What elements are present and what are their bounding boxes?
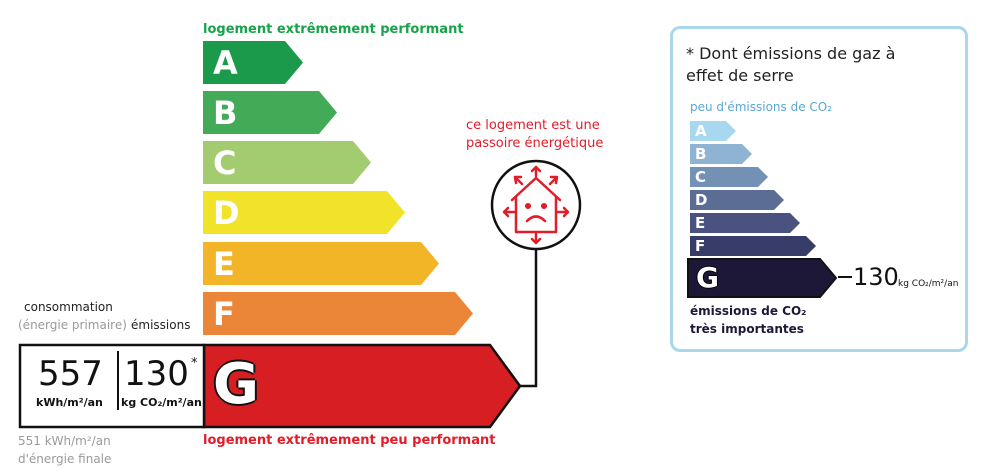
ges-class-e-bar: E xyxy=(690,213,800,233)
ges-value: 130 xyxy=(853,263,899,291)
ges-class-f-bar: F xyxy=(690,236,816,256)
ges-class-d-letter: D xyxy=(695,191,708,209)
ges-note-line1: * Dont émissions de gaz à xyxy=(686,44,896,63)
ges-class-b-bar: B xyxy=(690,144,752,164)
dpe-class-a-letter: A xyxy=(213,44,238,82)
consumption-value: 557 xyxy=(38,354,103,394)
ges-class-f-letter: F xyxy=(695,237,706,255)
dpe-class-f-letter: F xyxy=(213,295,235,333)
consumption-label: consommation xyxy=(24,300,113,314)
ges-class-g-graphic xyxy=(687,258,838,298)
dpe-class-g-letter: G xyxy=(213,352,259,417)
dpe-class-d-letter: D xyxy=(213,194,240,232)
ges-class-g-letter: G xyxy=(696,261,719,294)
passoire-line2: passoire énergétique xyxy=(466,136,604,151)
ges-note-line2: effet de serre xyxy=(686,66,794,85)
dpe-class-f-bar: F xyxy=(203,292,473,335)
passoire-line1: ce logement est une xyxy=(466,118,600,133)
ges-class-c-letter: C xyxy=(695,168,707,186)
dpe-class-c-letter: C xyxy=(213,144,237,182)
ges-top-label: peu d'émissions de CO₂ xyxy=(690,100,833,114)
dpe-class-a-bar: A xyxy=(203,41,303,84)
dpe-value-box xyxy=(18,343,206,429)
dpe-bottom-label: logement extrêmement peu performant xyxy=(203,433,496,448)
consumption-unit: kWh/m²/an xyxy=(36,396,103,409)
ges-panel xyxy=(670,26,968,352)
emissions-star: * xyxy=(191,356,198,371)
ges-value-dash xyxy=(838,276,852,278)
passoire-circle xyxy=(490,159,582,251)
ges-class-b-letter: B xyxy=(695,145,707,163)
consumption-sub-label: (énergie primaire) xyxy=(18,318,127,332)
dpe-class-e-letter: E xyxy=(213,245,235,283)
dpe-class-b-bar: B xyxy=(203,91,337,134)
dpe-class-d-bar: D xyxy=(203,191,405,234)
emissions-label: émissions xyxy=(131,318,191,332)
ges-unit: kg CO₂/m²/an xyxy=(898,279,959,289)
leaky-house-icon xyxy=(502,165,570,245)
ges-class-a-bar: A xyxy=(690,121,736,141)
ges-class-a-letter: A xyxy=(695,122,707,140)
final-energy-line2: d'énergie finale xyxy=(18,452,112,466)
ges-bottom-label-line1: émissions de CO₂ xyxy=(690,304,807,318)
ges-class-c-bar: C xyxy=(690,167,768,187)
ges-class-d-bar: D xyxy=(690,190,784,210)
dpe-top-label: logement extrêmement performant xyxy=(203,22,464,37)
final-energy-line1: 551 kWh/m²/an xyxy=(18,434,111,448)
emissions-unit: kg CO₂/m²/an xyxy=(121,396,202,409)
dpe-class-b-letter: B xyxy=(213,94,238,132)
dpe-class-c-bar: C xyxy=(203,141,371,184)
passoire-connector-line xyxy=(520,246,538,388)
ges-bottom-label-line2: très importantes xyxy=(690,322,804,336)
dpe-class-e-bar: E xyxy=(203,242,439,285)
ges-class-g-bar xyxy=(687,258,838,298)
emissions-value: 130 xyxy=(124,354,189,394)
ges-class-e-letter: E xyxy=(695,214,706,232)
